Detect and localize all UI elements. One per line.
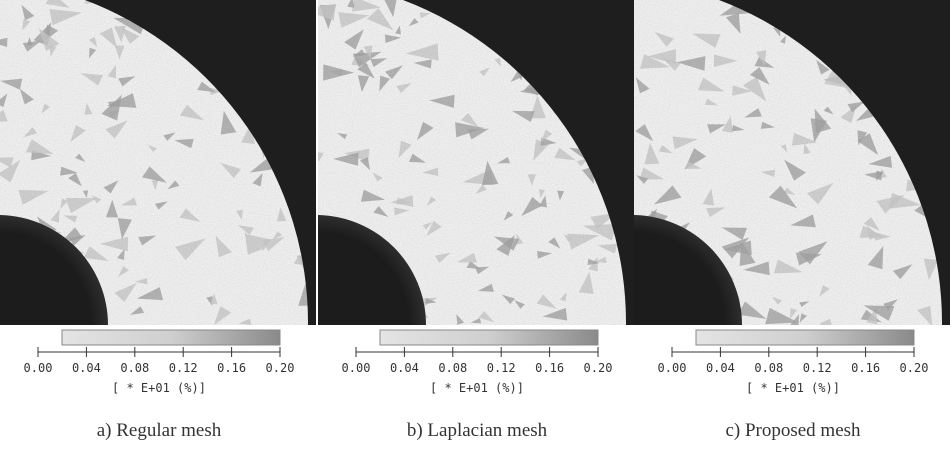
colorbar: [380, 330, 598, 345]
tick-label: 0.00: [24, 361, 53, 375]
colorbar-unit: [ * E+01 (%)]: [112, 381, 206, 395]
panel: 0.00 0.04 0.08 0.12 0.16 0.20 [ * E+01 (%)] c) …: [615, 0, 952, 441]
tick-label: 0.12: [803, 361, 832, 375]
caption: b) Laplacian mesh: [407, 420, 548, 441]
tick-label: 0.12: [487, 361, 516, 375]
tick-label: 0.04: [390, 361, 419, 375]
colorbar: [696, 330, 914, 345]
tick-label: 0.16: [535, 361, 564, 375]
mesh-image: [0, 0, 321, 325]
tick-label: 0.08: [120, 361, 149, 375]
tick-label: 0.04: [72, 361, 101, 375]
colorbar-unit: [ * E+01 (%)]: [430, 381, 524, 395]
tick-label: 0.12: [169, 361, 198, 375]
tick-label: 0.20: [266, 361, 295, 375]
colorbar-unit: [ * E+01 (%)]: [746, 381, 840, 395]
colorbar: [62, 330, 280, 345]
tick-label: 0.00: [658, 361, 687, 375]
figure: 0.00 0.04 0.08 0.12 0.16 0.20 [ * E+01 (%)] a) …: [0, 0, 952, 455]
tick-label: 0.00: [342, 361, 371, 375]
panel: 0.00 0.04 0.08 0.12 0.16 0.20 [ * E+01 (%)] b) …: [302, 0, 639, 441]
panel: 0.00 0.04 0.08 0.12 0.16 0.20 [ * E+01 (%)] a) …: [0, 0, 321, 441]
tick-label: 0.16: [851, 361, 880, 375]
tick-label: 0.08: [754, 361, 783, 375]
tick-label: 0.08: [438, 361, 467, 375]
tick-label: 0.20: [900, 361, 929, 375]
mesh-image: [302, 0, 639, 326]
tick-label: 0.16: [217, 361, 246, 375]
tick-label: 0.04: [706, 361, 735, 375]
caption: a) Regular mesh: [97, 420, 222, 441]
mesh-image: [615, 0, 952, 336]
caption: c) Proposed mesh: [725, 420, 861, 441]
tick-label: 0.20: [584, 361, 613, 375]
